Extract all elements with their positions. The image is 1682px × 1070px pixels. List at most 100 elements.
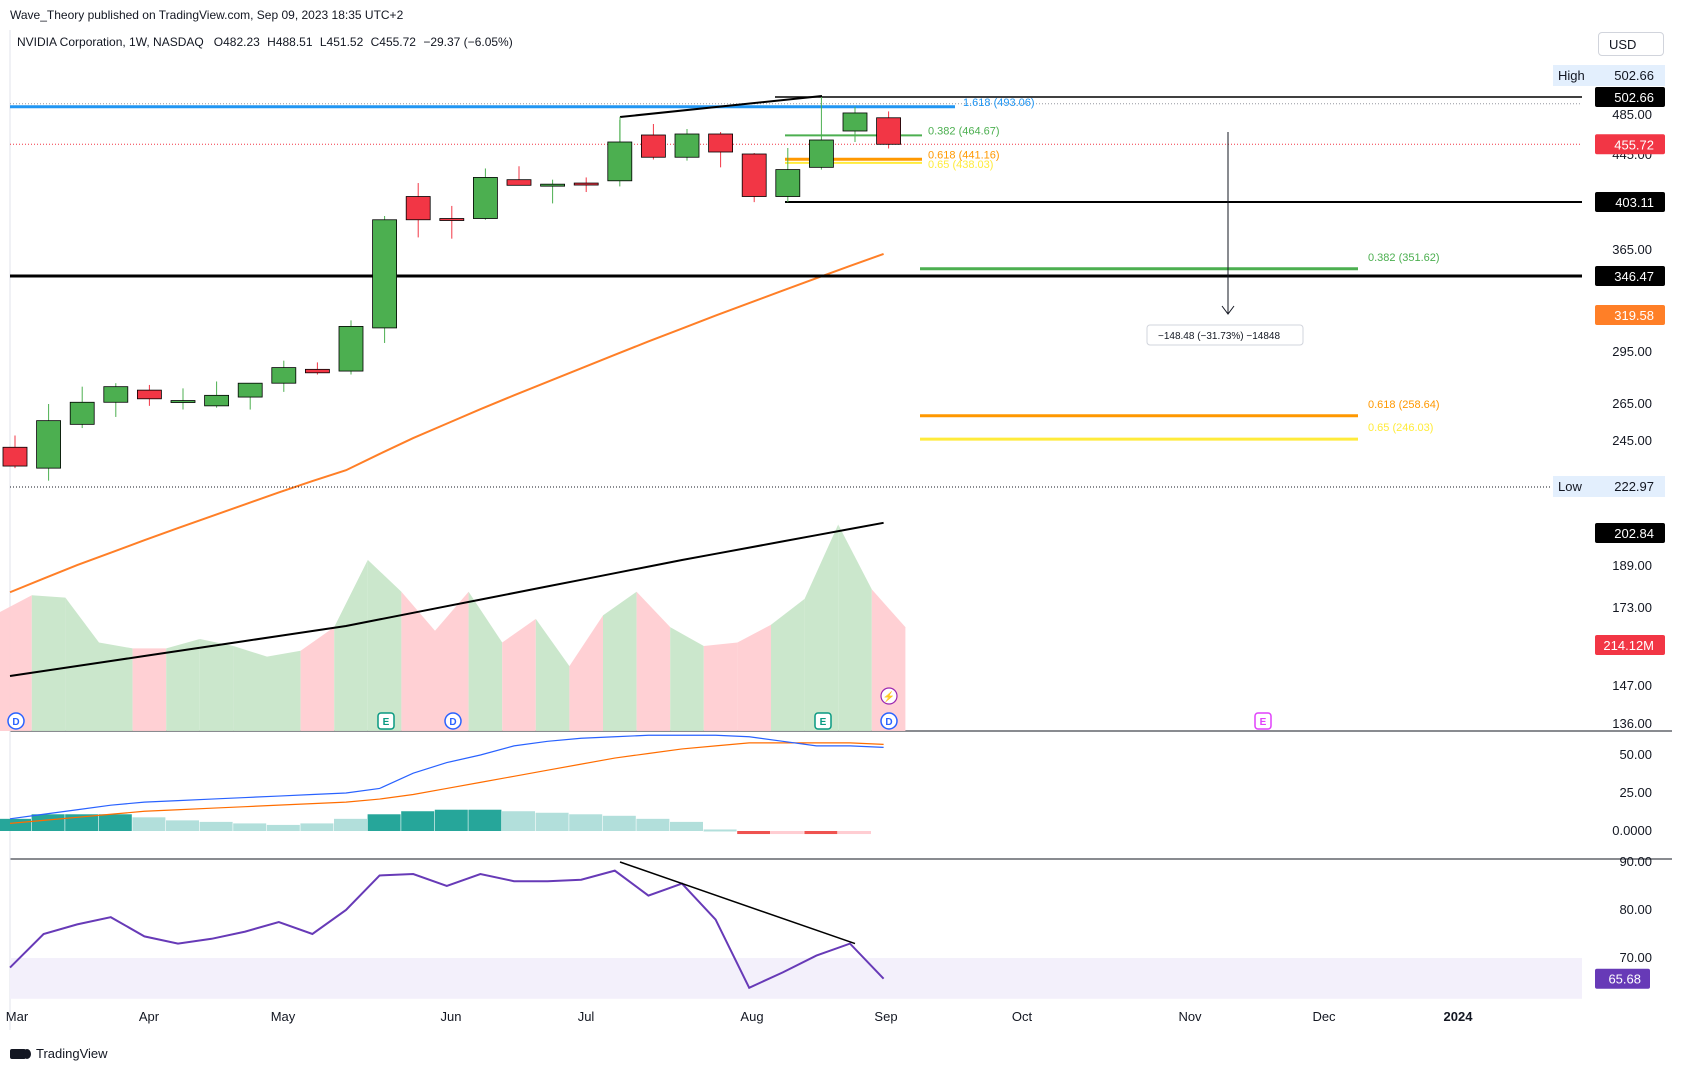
measure-box	[1146, 324, 1304, 346]
volume-area	[166, 638, 200, 731]
tradingview-logo-text: TradingView	[36, 1046, 108, 1061]
macd-histogram-bar	[334, 818, 367, 831]
publisher-credit: Wave_Theory published on TradingView.com…	[10, 8, 404, 22]
time-axis-tick: 2024	[1444, 1009, 1474, 1024]
price-axis-tick: 245.00	[1612, 433, 1652, 448]
volume-area	[871, 589, 906, 731]
candle-up	[809, 139, 834, 168]
volume-area	[737, 624, 771, 731]
candle-up	[775, 169, 801, 197]
high-label-box	[1553, 65, 1665, 86]
candle-up	[842, 112, 868, 132]
price-axis-tick: 189.00	[1612, 558, 1652, 573]
volume-area	[99, 642, 133, 731]
dividend-marker	[7, 712, 25, 730]
price-axis-tick: 485.00	[1612, 107, 1652, 122]
price-axis-tick: 173.00	[1612, 600, 1652, 615]
macd-histogram-bar	[602, 815, 636, 831]
volume-area	[199, 638, 234, 731]
price-axis-badge	[1595, 266, 1665, 286]
macd-histogram-bar	[838, 831, 871, 835]
price-axis-tick: 265.00	[1612, 396, 1652, 411]
high-value: 488.51	[275, 35, 313, 49]
macd-histogram-bar	[703, 829, 737, 832]
rsi-value-badge	[1595, 968, 1650, 989]
macd-histogram-bar	[266, 824, 300, 831]
ema-50-line	[9, 252, 884, 594]
measure-arrow-head	[1221, 305, 1235, 315]
time-axis-tick: Apr	[139, 1009, 160, 1024]
fib-level-label: 1.618 (493.06)	[963, 97, 1035, 109]
event-marker-label: E	[383, 717, 390, 728]
macd-histogram-bar	[535, 812, 569, 831]
rsi-band	[10, 958, 1582, 999]
price-axis-tick: 295.00	[1612, 344, 1652, 359]
macd-histogram-bar	[737, 831, 771, 835]
macd-histogram-bar	[569, 814, 603, 831]
earnings-marker	[377, 712, 395, 730]
rsi-axis-tick: 80.00	[1619, 902, 1652, 917]
low-label-box	[1553, 476, 1665, 497]
macd-axis-tick: 0.0000	[1612, 823, 1652, 838]
high-key: H	[267, 35, 276, 49]
candle-up	[103, 386, 129, 403]
time-axis-tick: Oct	[1012, 1009, 1033, 1024]
ema-200-line	[9, 521, 884, 677]
macd-histogram-bar	[670, 821, 703, 831]
price-axis-badge-text: 455.72	[1614, 137, 1654, 152]
volume-area	[334, 559, 368, 731]
candle-up	[607, 141, 633, 182]
price-axis-tick: 147.00	[1612, 678, 1652, 693]
volume-area	[569, 615, 603, 731]
candle-down	[506, 179, 532, 186]
macd-histogram-bar	[502, 811, 535, 831]
volume-area	[0, 595, 32, 731]
low-key: L	[319, 35, 327, 49]
candle-down	[573, 182, 599, 186]
earnings-marker	[1254, 712, 1272, 730]
chart-canvas[interactable]: 1.618 (493.06) 0.382 (464.67) 0.618 (441.1…	[0, 0, 1682, 1040]
close-key: C	[370, 35, 380, 49]
volume-area	[132, 648, 167, 731]
high-label-key: High	[1558, 68, 1585, 83]
price-axis-badge	[1595, 87, 1665, 107]
symbol-name[interactable]: NVIDIA Corporation, 1W, NASDAQ	[17, 35, 204, 49]
price-axis-badge-text: 346.47	[1614, 269, 1654, 284]
fib-level-label: 0.382 (464.67)	[928, 125, 1000, 137]
fib-level-label: 0.382 (351.62)	[1368, 252, 1440, 264]
volume-area	[367, 559, 402, 731]
low-label-value: 222.97	[1614, 479, 1654, 494]
macd-signal-line	[9, 742, 884, 824]
candle-up	[540, 183, 565, 187]
time-axis-tick: Sep	[874, 1009, 897, 1024]
candle-down	[741, 153, 767, 197]
volume-area	[401, 591, 435, 731]
dividend-marker	[444, 712, 462, 730]
event-marker-label: E	[1260, 717, 1267, 728]
time-axis-tick: Nov	[1178, 1009, 1202, 1024]
macd-histogram-bar	[98, 814, 132, 831]
tradingview-logo-icon	[10, 1048, 31, 1059]
candle-down	[439, 218, 465, 221]
fib-level-label: 0.618 (258.64)	[1368, 399, 1440, 411]
macd-histogram-bar	[0, 818, 31, 831]
fib-level-label: 0.65 (246.03)	[1368, 422, 1433, 434]
macd-histogram-bar	[166, 820, 199, 831]
volume-area	[31, 595, 66, 731]
macd-histogram-bar	[300, 823, 334, 831]
macd-axis-tick: 50.00	[1619, 747, 1652, 762]
price-axis-badge-text: 403.11	[1615, 195, 1654, 210]
volume-area	[468, 591, 503, 731]
price-axis-tick: 365.00	[1612, 242, 1652, 257]
candle-down	[304, 368, 330, 374]
high-label-value: 502.66	[1614, 68, 1654, 83]
candle-up	[204, 394, 230, 407]
candle-up	[372, 219, 398, 329]
tradingview-logo[interactable]: TradingView	[10, 1046, 108, 1061]
candle-up	[674, 133, 700, 158]
candle-up	[271, 367, 297, 384]
currency-button[interactable]: USD	[1598, 32, 1664, 56]
fib-level-label: 0.65 (438.03)	[928, 159, 993, 171]
rsi-axis-tick: 90.00	[1619, 854, 1652, 869]
candle-up	[472, 177, 498, 219]
